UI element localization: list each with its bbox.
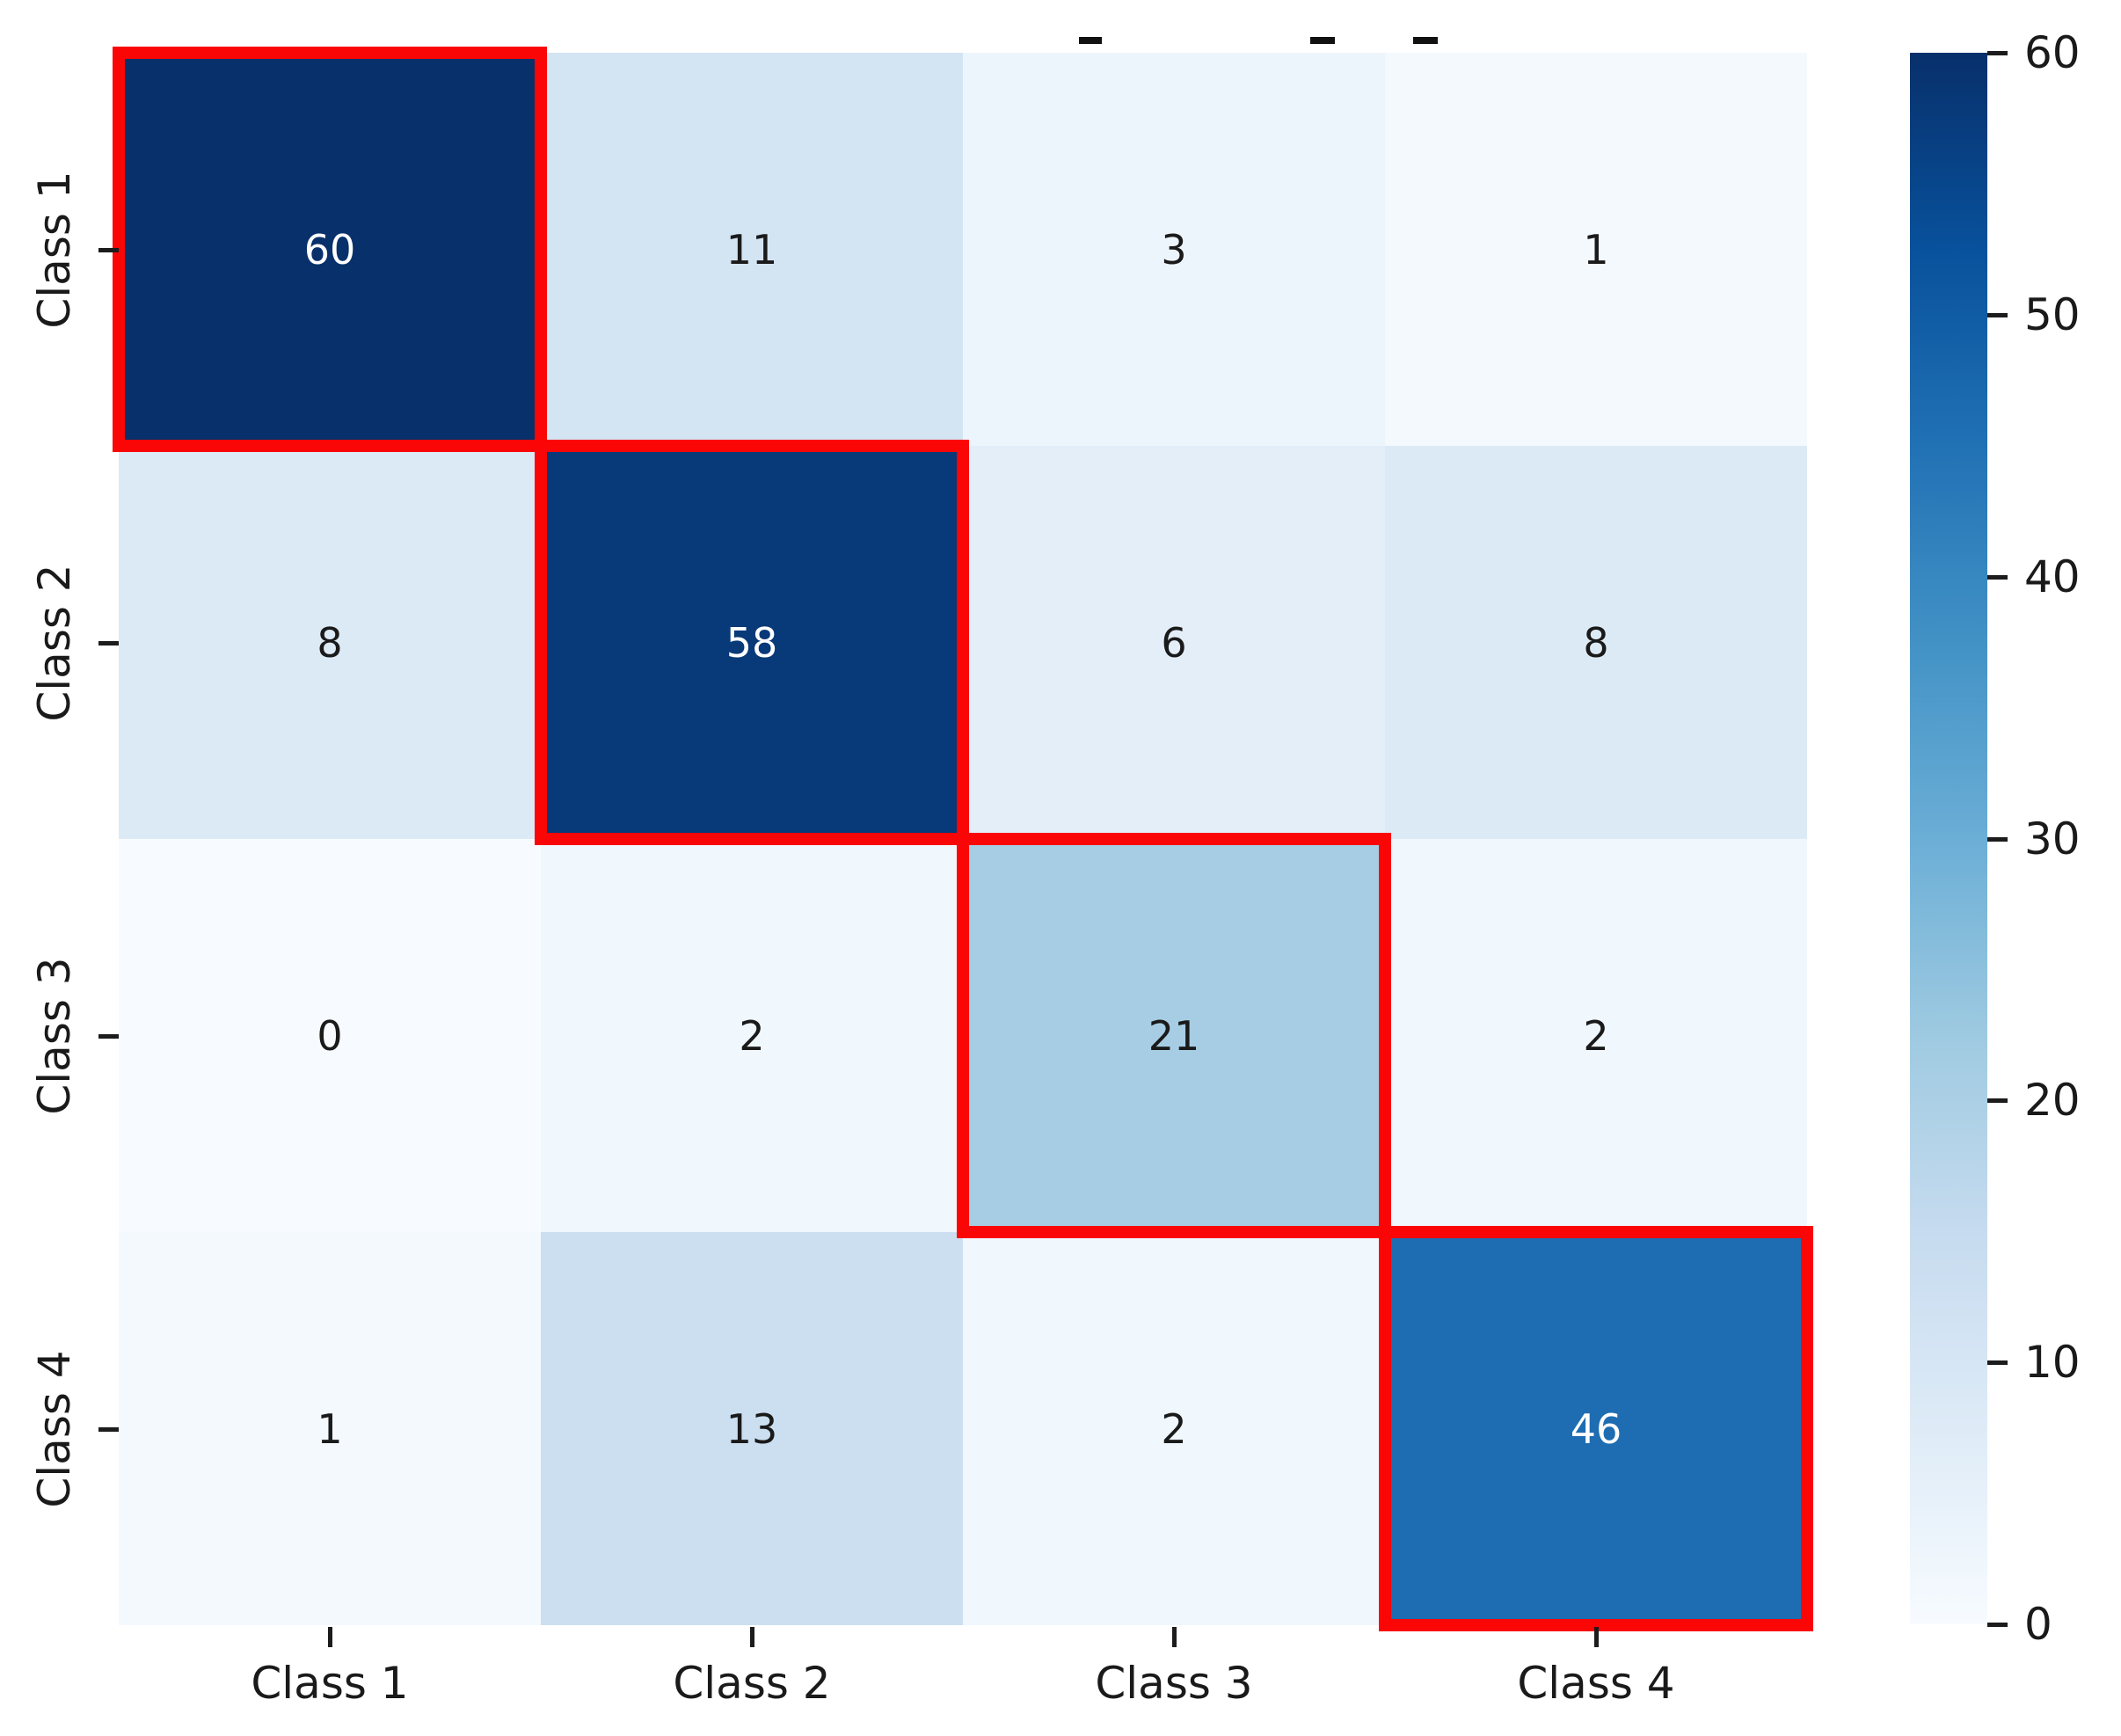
colorbar-tick-label: 20 — [2024, 1075, 2081, 1127]
cell-value: 6 — [1161, 618, 1187, 667]
cell-value: 21 — [1148, 1011, 1200, 1060]
x-tick-mark — [1594, 1627, 1599, 1647]
y-tick-label: Class 2 — [29, 563, 80, 722]
x-tick-label: Class 4 — [1517, 1658, 1675, 1709]
heatmap-cell: 8 — [119, 446, 541, 839]
heatmap-cell: 60 — [119, 53, 541, 446]
heatmap-cell: 58 — [541, 446, 963, 839]
colorbar-tick-label: 60 — [2024, 27, 2081, 78]
heatmap-cell: 46 — [1385, 1232, 1807, 1625]
colorbar-tick-mark — [1987, 312, 2008, 317]
clipped-title-fragment — [1413, 37, 1438, 44]
colorbar-tick-mark — [1987, 1623, 2008, 1627]
y-tick-mark — [98, 1033, 119, 1039]
heatmap-cell: 1 — [119, 1232, 541, 1625]
x-tick-label: Class 2 — [673, 1658, 831, 1709]
colorbar-gradient — [1910, 53, 1987, 1624]
heatmap-cell: 1 — [1385, 53, 1807, 446]
heatmap-cell: 2 — [963, 1232, 1385, 1625]
clipped-title-fragment — [1310, 37, 1335, 44]
cell-value: 8 — [1583, 618, 1609, 667]
y-tick-label: Class 1 — [29, 170, 80, 329]
colorbar-tick-mark — [1987, 1098, 2008, 1104]
cell-value: 11 — [725, 225, 778, 274]
cell-value: 2 — [1161, 1404, 1187, 1453]
y-tick-mark — [98, 640, 119, 646]
cell-value: 46 — [1570, 1404, 1622, 1453]
x-tick-mark — [328, 1627, 332, 1647]
cell-value: 58 — [725, 618, 778, 667]
cell-value: 3 — [1161, 225, 1187, 274]
colorbar-tick-mark — [1987, 1360, 2008, 1366]
x-tick-mark — [1172, 1627, 1177, 1647]
cell-value: 2 — [739, 1011, 765, 1060]
heatmap-cell: 21 — [963, 839, 1385, 1232]
heatmap-cell: 3 — [963, 53, 1385, 446]
colorbar-tick-mark — [1987, 51, 2008, 55]
y-tick-label: Class 3 — [29, 956, 80, 1115]
x-tick-mark — [750, 1627, 754, 1647]
x-tick-label: Class 3 — [1095, 1658, 1253, 1709]
colorbar-tick-label: 40 — [2024, 551, 2081, 602]
colorbar-tick-label: 50 — [2024, 288, 2081, 340]
heatmap-cell: 2 — [541, 839, 963, 1232]
cell-value: 1 — [1583, 225, 1609, 274]
clipped-title-fragment — [1079, 37, 1102, 44]
colorbar-tick-label: 10 — [2024, 1337, 2081, 1389]
heatmap-cell: 6 — [963, 446, 1385, 839]
colorbar-tick-mark — [1987, 574, 2008, 580]
y-tick-label: Class 4 — [29, 1349, 80, 1508]
cell-value: 13 — [725, 1404, 778, 1453]
heatmap-cell: 0 — [119, 839, 541, 1232]
y-tick-mark — [98, 247, 119, 252]
heatmap-cell: 11 — [541, 53, 963, 446]
cell-value: 60 — [303, 225, 356, 274]
heatmap-cell: 13 — [541, 1232, 963, 1625]
y-tick-mark — [98, 1426, 119, 1432]
cell-value: 1 — [317, 1404, 343, 1453]
colorbar-tick-mark — [1987, 836, 2008, 842]
cell-value: 2 — [1583, 1011, 1609, 1060]
colorbar-tick-label: 30 — [2024, 813, 2081, 864]
cell-value: 0 — [317, 1011, 343, 1060]
colorbar-tick-label: 0 — [2024, 1599, 2052, 1650]
heatmap-cell: 8 — [1385, 446, 1807, 839]
x-tick-label: Class 1 — [251, 1658, 409, 1709]
heatmap-cell: 2 — [1385, 839, 1807, 1232]
cell-value: 8 — [317, 618, 343, 667]
